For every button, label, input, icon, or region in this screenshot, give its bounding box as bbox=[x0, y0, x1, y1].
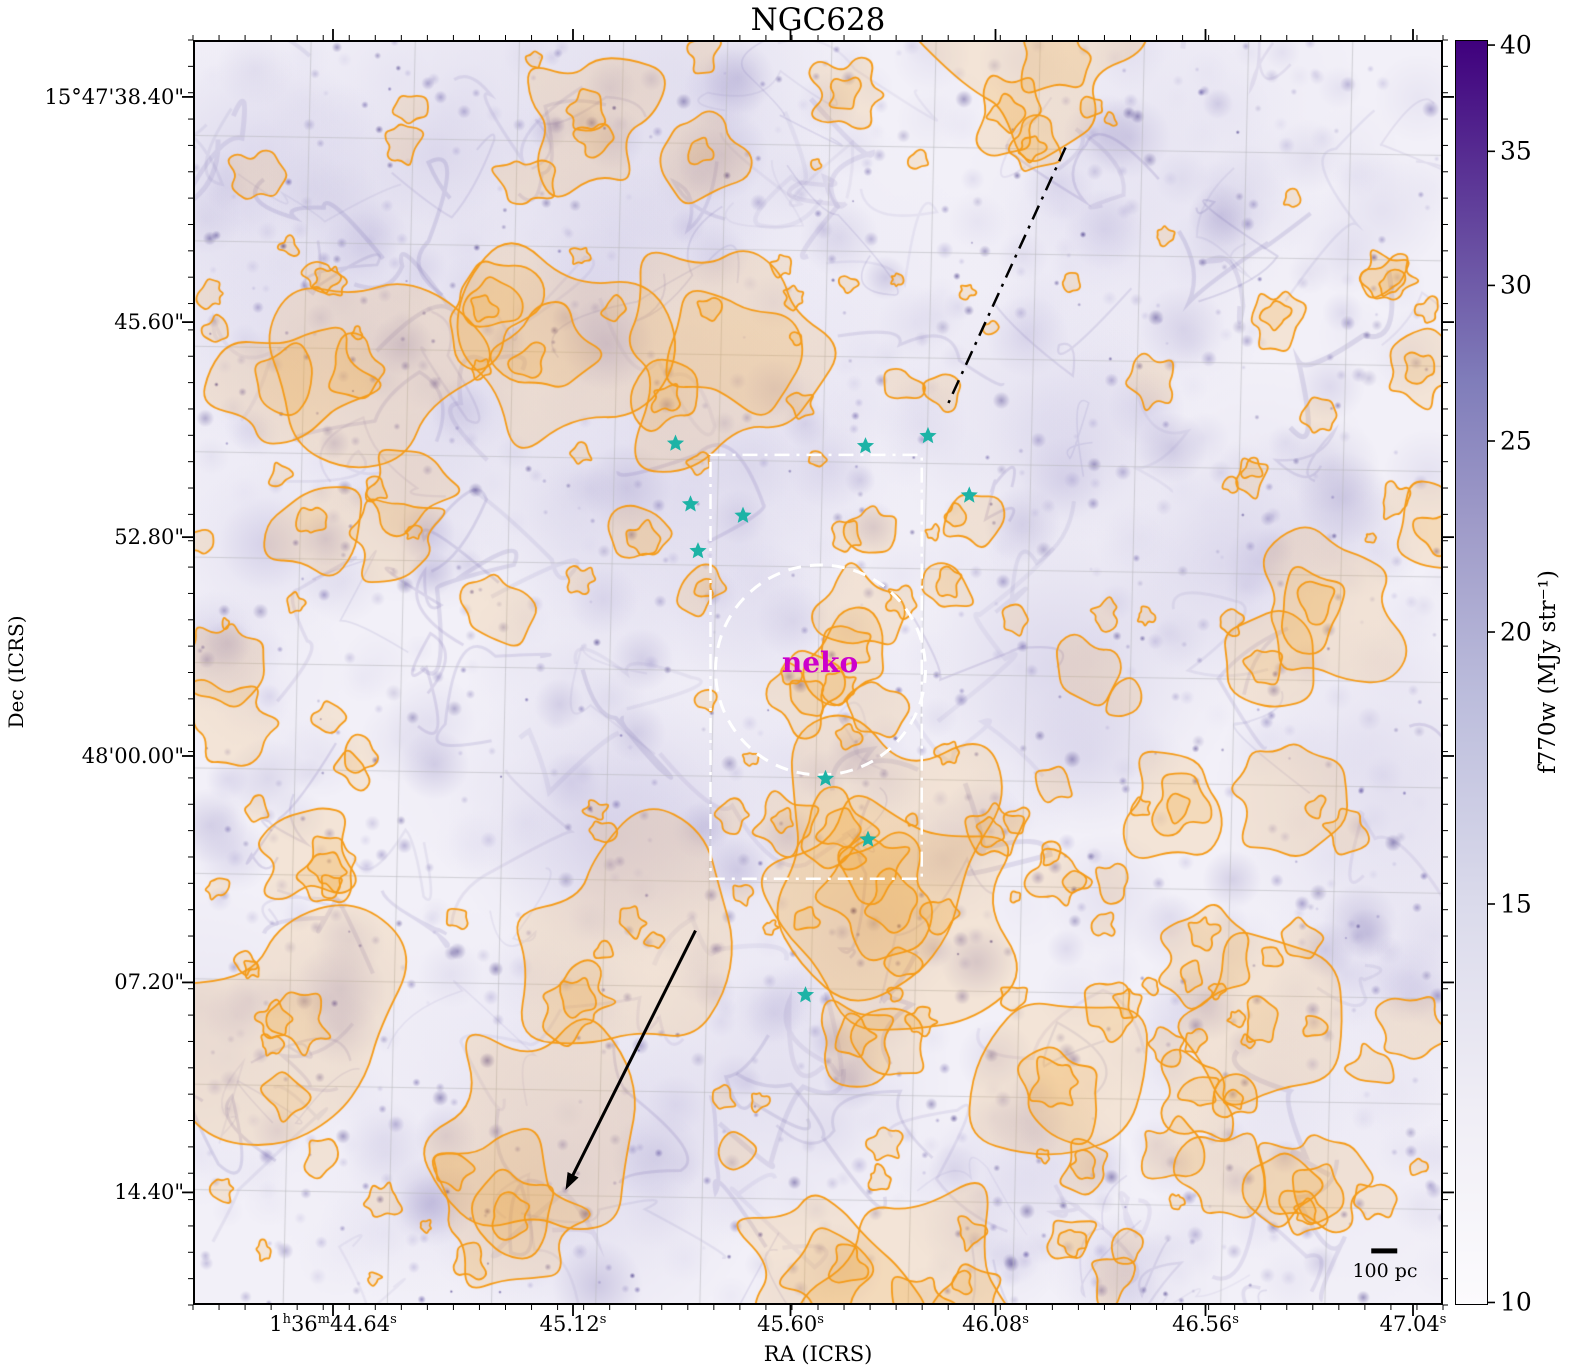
y-tick-label: 14.40" bbox=[114, 1180, 184, 1205]
colorbar-tick-label: 10 bbox=[1500, 1287, 1532, 1317]
x-tick-label: 46.56s bbox=[1172, 1312, 1239, 1336]
x-tick-label: 1h36m44.64s bbox=[269, 1312, 397, 1336]
figure-title: NGC628 bbox=[750, 2, 886, 38]
colorbar-tick-label: 25 bbox=[1500, 426, 1532, 456]
colorbar-tick-label: 20 bbox=[1500, 617, 1532, 647]
scalebar-label: 100 pc bbox=[1352, 1260, 1418, 1282]
colorbar-tick-label: 15 bbox=[1500, 889, 1532, 919]
y-tick-label: 52.80" bbox=[114, 525, 184, 550]
y-tick-label: 15°47'38.40" bbox=[44, 84, 185, 109]
x-tick-label: 47.04s bbox=[1379, 1312, 1447, 1336]
colorbar-title: f770w (MJy str⁻¹) bbox=[1535, 570, 1561, 774]
x-tick-label: 46.08s bbox=[962, 1312, 1029, 1336]
colorbar-tick-label: 40 bbox=[1500, 30, 1532, 60]
y-tick-label: 48'00.00" bbox=[81, 743, 184, 768]
y-tick-label: 07.20" bbox=[114, 970, 184, 995]
colorbar bbox=[1455, 40, 1488, 1305]
x-axis-title: RA (ICRS) bbox=[763, 1342, 873, 1366]
y-tick-label: 45.60" bbox=[114, 310, 184, 335]
x-tick-label: 45.12s bbox=[539, 1312, 607, 1336]
y-axis-title: Dec (ICRS) bbox=[4, 615, 28, 729]
x-tick-label: 45.60s bbox=[757, 1312, 824, 1336]
colorbar-tick-label: 30 bbox=[1500, 270, 1532, 300]
neko-label: neko bbox=[781, 646, 859, 679]
colorbar-tick-label: 35 bbox=[1500, 136, 1532, 166]
